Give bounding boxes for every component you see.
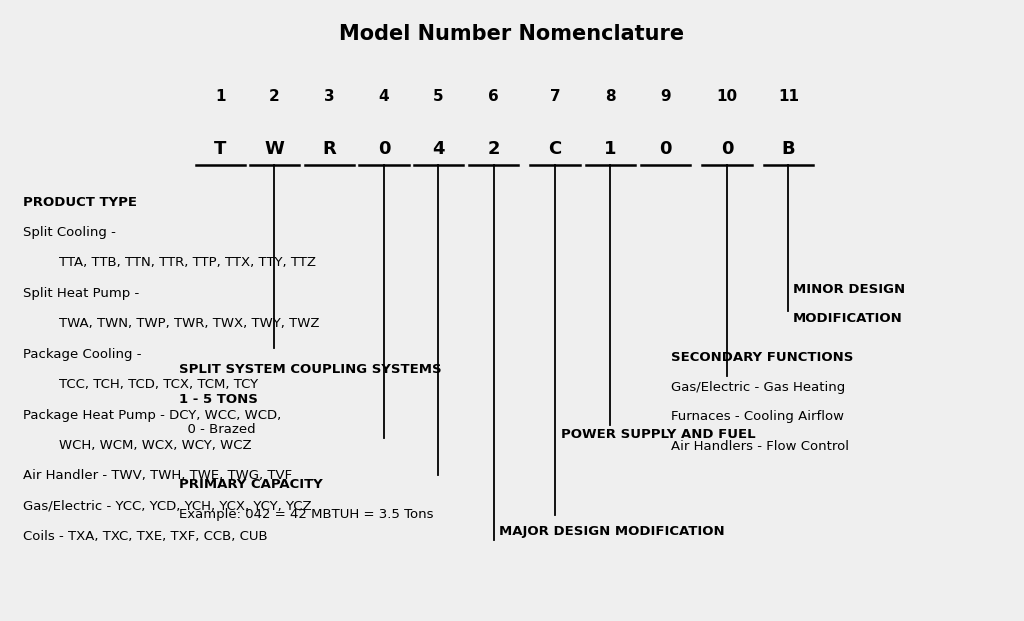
Text: W: W <box>264 140 285 158</box>
Text: 10: 10 <box>717 89 737 104</box>
Text: 4: 4 <box>379 89 389 104</box>
Text: 8: 8 <box>605 89 615 104</box>
Text: Package Heat Pump - DCY, WCC, WCD,: Package Heat Pump - DCY, WCC, WCD, <box>23 409 281 422</box>
Text: PRODUCT TYPE: PRODUCT TYPE <box>23 196 136 209</box>
Text: T: T <box>214 140 226 158</box>
Text: 4: 4 <box>432 140 444 158</box>
Text: 0: 0 <box>659 140 672 158</box>
Text: MAJOR DESIGN MODIFICATION: MAJOR DESIGN MODIFICATION <box>499 525 724 538</box>
Text: 1: 1 <box>604 140 616 158</box>
Text: PRIMARY CAPACITY: PRIMARY CAPACITY <box>179 478 323 491</box>
Text: R: R <box>323 140 337 158</box>
Text: Example: 042 = 42 MBTUH = 3.5 Tons: Example: 042 = 42 MBTUH = 3.5 Tons <box>179 508 434 521</box>
Text: 5: 5 <box>433 89 443 104</box>
Text: 0 - Brazed: 0 - Brazed <box>179 423 256 436</box>
Text: POWER SUPPLY AND FUEL: POWER SUPPLY AND FUEL <box>561 428 756 442</box>
Text: 3: 3 <box>325 89 335 104</box>
Text: 7: 7 <box>550 89 560 104</box>
Text: 1 - 5 TONS: 1 - 5 TONS <box>179 393 258 406</box>
Text: Package Cooling -: Package Cooling - <box>23 348 141 361</box>
Text: Model Number Nomenclature: Model Number Nomenclature <box>339 24 685 44</box>
Text: Furnaces - Cooling Airflow: Furnaces - Cooling Airflow <box>671 410 844 424</box>
Text: Air Handlers - Flow Control: Air Handlers - Flow Control <box>671 440 849 453</box>
Text: Coils - TXA, TXC, TXE, TXF, CCB, CUB: Coils - TXA, TXC, TXE, TXF, CCB, CUB <box>23 530 267 543</box>
Text: 11: 11 <box>778 89 799 104</box>
Text: Split Cooling -: Split Cooling - <box>23 226 116 239</box>
Text: TWA, TWN, TWP, TWR, TWX, TWY, TWZ: TWA, TWN, TWP, TWR, TWX, TWY, TWZ <box>59 317 319 330</box>
Text: Split Heat Pump -: Split Heat Pump - <box>23 287 139 300</box>
Text: Gas/Electric - Gas Heating: Gas/Electric - Gas Heating <box>671 381 845 394</box>
Text: 0: 0 <box>721 140 733 158</box>
Text: Gas/Electric - YCC, YCD, YCH, YCX, YCY, YCZ: Gas/Electric - YCC, YCD, YCH, YCX, YCY, … <box>23 500 311 513</box>
Text: MODIFICATION: MODIFICATION <box>793 312 902 325</box>
Text: 2: 2 <box>487 140 500 158</box>
Text: 0: 0 <box>378 140 390 158</box>
Text: C: C <box>549 140 561 158</box>
Text: TCC, TCH, TCD, TCX, TCM, TCY: TCC, TCH, TCD, TCX, TCM, TCY <box>59 378 258 391</box>
Text: WCH, WCM, WCX, WCY, WCZ: WCH, WCM, WCX, WCY, WCZ <box>59 439 252 452</box>
Text: MINOR DESIGN: MINOR DESIGN <box>793 283 904 296</box>
Text: SECONDARY FUNCTIONS: SECONDARY FUNCTIONS <box>671 351 853 364</box>
Text: SPLIT SYSTEM COUPLING SYSTEMS: SPLIT SYSTEM COUPLING SYSTEMS <box>179 363 441 376</box>
Text: 2: 2 <box>269 89 280 104</box>
Text: 9: 9 <box>660 89 671 104</box>
Text: TTA, TTB, TTN, TTR, TTP, TTX, TTY, TTZ: TTA, TTB, TTN, TTR, TTP, TTX, TTY, TTZ <box>59 256 316 270</box>
Text: B: B <box>781 140 796 158</box>
Text: 6: 6 <box>488 89 499 104</box>
Text: 1: 1 <box>215 89 225 104</box>
Text: Air Handler - TWV, TWH, TWE, TWG, TVF: Air Handler - TWV, TWH, TWE, TWG, TVF <box>23 469 292 483</box>
